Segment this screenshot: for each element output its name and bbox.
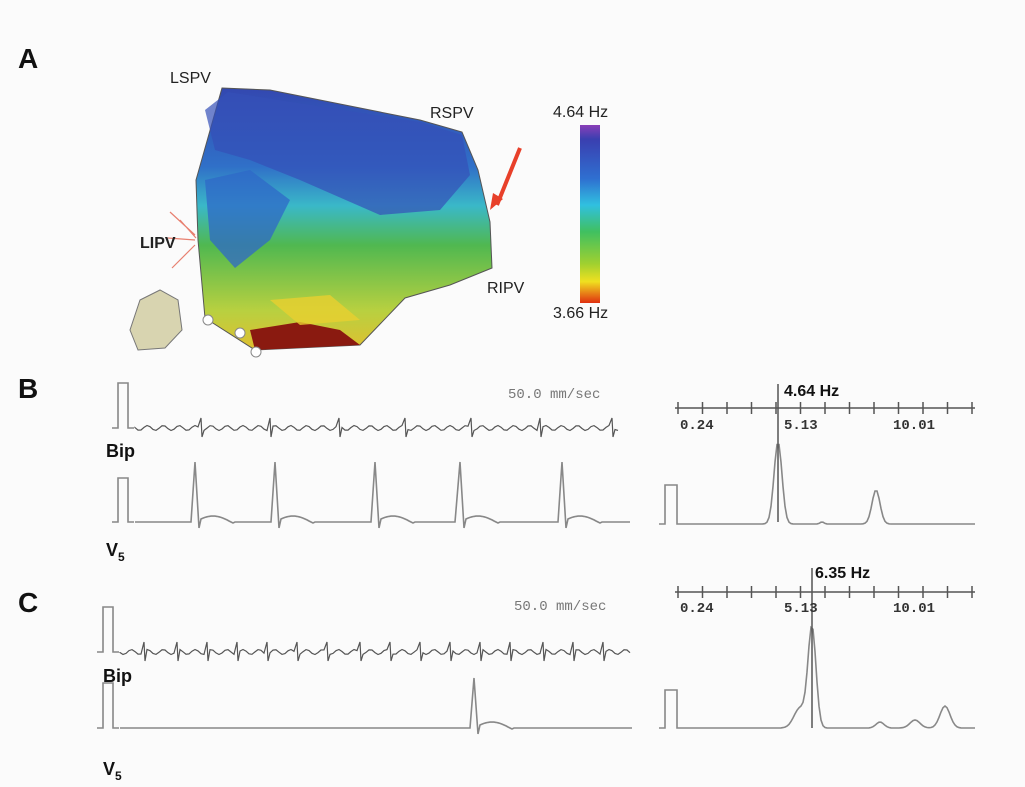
color-scale xyxy=(580,125,600,303)
lead-label: V5 xyxy=(106,540,125,564)
vein-stub xyxy=(167,211,197,269)
panel-label: A xyxy=(18,43,38,74)
calibration-pulse xyxy=(112,477,134,523)
traces xyxy=(112,382,975,529)
axis-tick-label: 0.24 xyxy=(680,601,714,617)
axis-tick-label: 5.13 xyxy=(784,601,818,617)
spectrum-trace xyxy=(683,625,975,729)
traces xyxy=(97,568,975,735)
bipolar-trace xyxy=(134,417,619,438)
calibration-pulse xyxy=(659,484,683,525)
sweep-speed: 50.0 mm/sec xyxy=(514,599,606,615)
landmark-label: LSPV xyxy=(170,70,211,87)
heart-icon xyxy=(129,289,183,351)
map-region xyxy=(205,170,290,268)
calibration-pulse xyxy=(97,682,119,729)
scale-max-label: 4.64 Hz xyxy=(553,104,608,121)
landmark-label: RIPV xyxy=(487,280,525,297)
peak-label: 6.35 Hz xyxy=(815,565,870,582)
panel-label: C xyxy=(18,587,38,618)
lead-label: Bip xyxy=(103,666,132,686)
arrow xyxy=(495,147,522,206)
marker xyxy=(234,327,246,339)
calibration-pulse xyxy=(659,689,683,729)
lead-label: V5 xyxy=(103,759,122,783)
panel-label: B xyxy=(18,373,38,404)
map-region xyxy=(205,92,470,215)
axis-tick-label: 10.01 xyxy=(893,418,935,434)
lead-label: Bip xyxy=(106,441,135,461)
landmark-label: LIPV xyxy=(140,235,176,252)
marker xyxy=(202,314,214,326)
calibration-pulse xyxy=(112,382,134,429)
arrow-head xyxy=(490,193,503,210)
spectrum-trace xyxy=(683,443,975,525)
map-region xyxy=(250,322,360,350)
sweep-speed: 50.0 mm/sec xyxy=(508,387,600,403)
marker xyxy=(250,346,262,358)
map-region xyxy=(270,295,360,325)
axis-tick-label: 10.01 xyxy=(893,601,935,617)
bipolar-trace xyxy=(119,641,631,662)
axis-tick-label: 5.13 xyxy=(784,418,818,434)
ecg-trace xyxy=(135,461,630,529)
peak-label: 4.64 Hz xyxy=(784,383,839,400)
landmark-label: RSPV xyxy=(430,105,474,122)
calibration-pulse xyxy=(97,606,119,653)
scale-min-label: 3.66 Hz xyxy=(553,305,608,322)
axis-tick-label: 0.24 xyxy=(680,418,714,434)
ecg-trace xyxy=(120,677,632,735)
